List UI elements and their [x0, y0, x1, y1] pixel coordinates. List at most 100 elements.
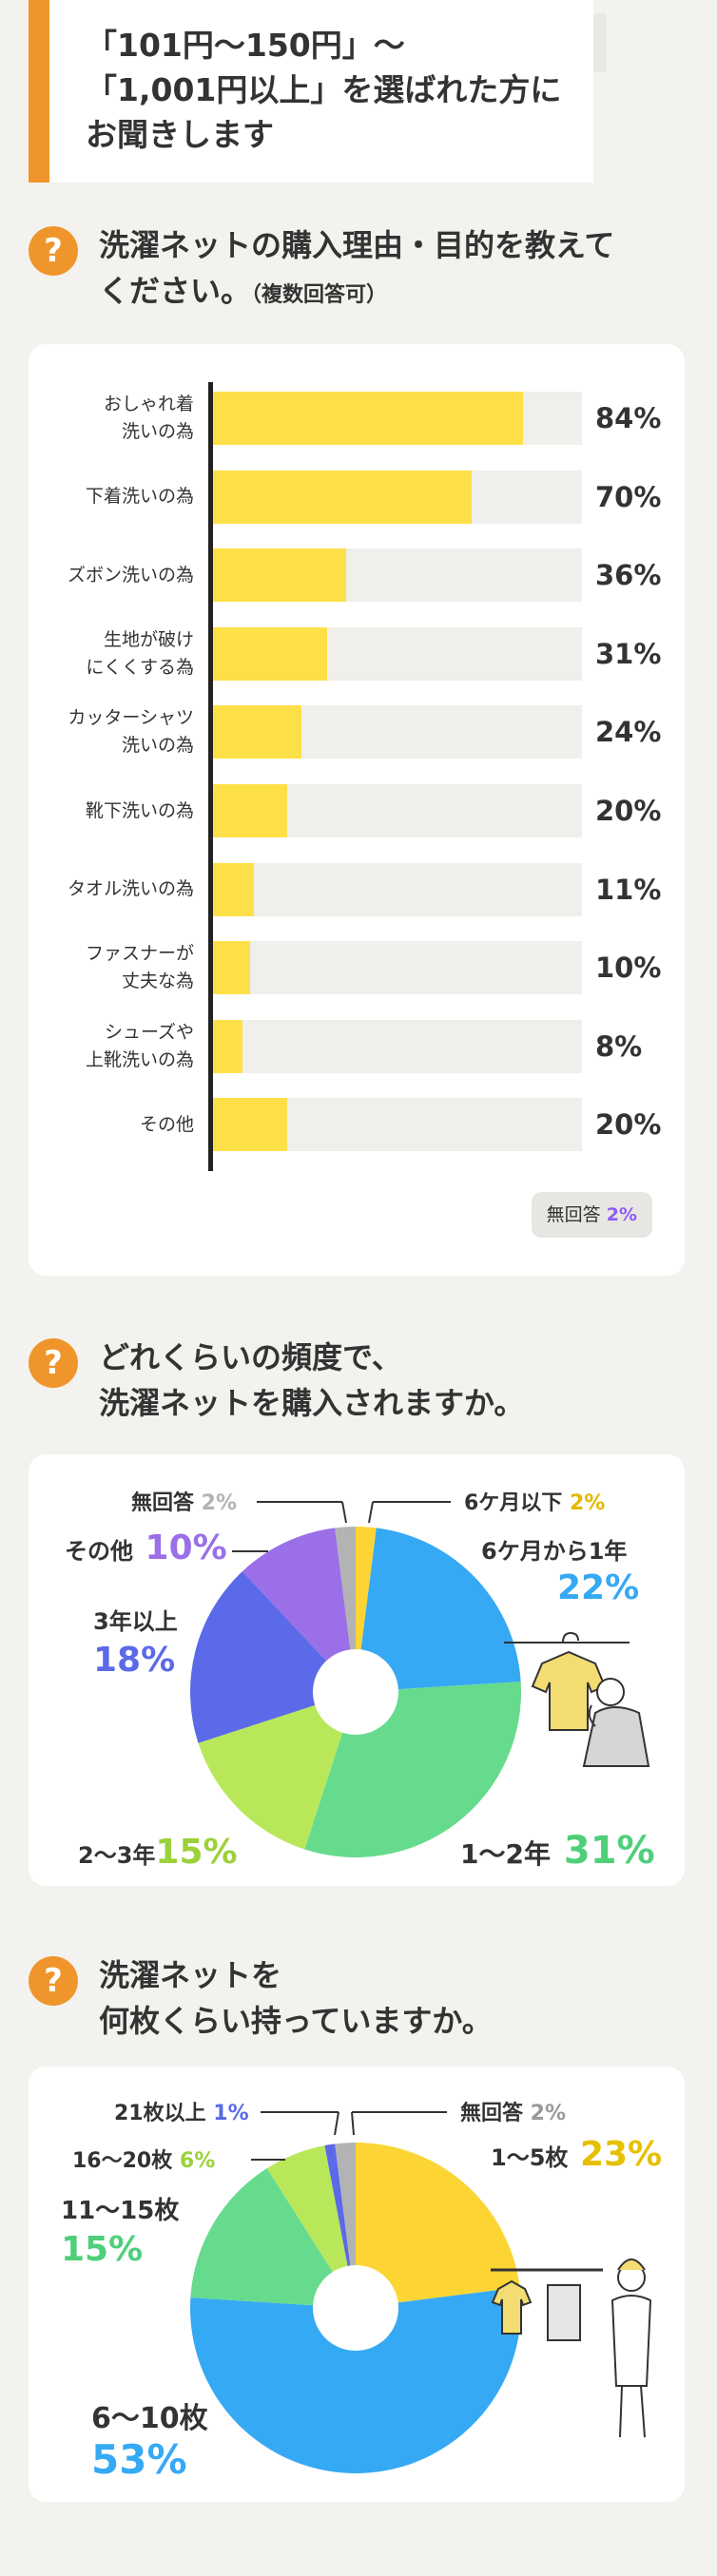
bar-row: シューズや 上靴洗いの為 8% — [29, 1019, 685, 1073]
pie-label: 1〜5枚 23% — [491, 2135, 662, 2174]
pie-label: その他 10% — [65, 1528, 227, 1567]
bar-category-label: 靴下洗いの為 — [85, 799, 194, 821]
bar-track — [213, 784, 582, 837]
donut-hole — [313, 1649, 398, 1735]
bar-row: その他 20% — [29, 1098, 685, 1152]
bar-category-label: 生地が破け にくくする為 — [86, 628, 194, 678]
intro-box: 「101円〜150円」〜 「1,001円以上」を選ばれた方に お聞きします — [29, 0, 593, 183]
pie-slice — [198, 1692, 356, 1850]
bar-row: ファスナーが 丈夫な為 10% — [29, 941, 685, 995]
count-donut-chart: 21枚以上 1% 無回答 2% 16〜20枚 6% 1〜5枚 23% 11〜15枚 15%… — [61, 2101, 662, 2483]
pie-slice — [190, 2168, 356, 2308]
pie-label: 無回答 2% — [460, 2101, 566, 2125]
bar-track — [213, 1019, 582, 1073]
q2-title-line-2: 洗濯ネットを購入されますか。 — [99, 1385, 525, 1421]
pie-label: 21枚以上 1% — [114, 2101, 249, 2125]
bar-track — [213, 548, 582, 603]
intro-line-3: お聞きします — [86, 116, 274, 153]
bar-row: 靴下洗いの為 20% — [29, 784, 685, 837]
pie-label: 15% — [61, 2230, 143, 2269]
bar-category-label: その他 — [139, 1113, 194, 1135]
bar-value-label: 70% — [595, 480, 662, 513]
pie-slice — [266, 2145, 356, 2308]
q1-title-line-1: 洗濯ネットの購入理由・目的を教えて — [99, 227, 615, 263]
bar-fill — [213, 941, 250, 995]
bar-fill — [213, 705, 302, 759]
pie-label: 11〜15枚 — [61, 2197, 179, 2225]
bar-value-label: 10% — [595, 952, 662, 985]
pie-slice — [356, 2143, 520, 2308]
bar-fill — [213, 862, 254, 916]
no-answer-label: 無回答 — [546, 1204, 601, 1225]
leader-line — [351, 2111, 355, 2136]
question-mark-icon: ? — [29, 1956, 78, 2006]
bar-category-label: おしゃれ着 洗いの為 — [103, 394, 194, 442]
bar-value-label: 20% — [595, 1108, 662, 1142]
bar-row: カッターシャツ 洗いの為 24% — [29, 705, 685, 759]
q1-note: （複数回答可） — [251, 283, 388, 307]
bar-track — [213, 862, 582, 916]
no-answer-badge: 無回答 2% — [531, 1192, 652, 1238]
bar-value-label: 11% — [595, 873, 662, 906]
bar-category-label: カッターシャツ 洗いの為 — [68, 707, 194, 757]
question-mark-icon: ? — [29, 226, 78, 276]
bar-track — [213, 1098, 582, 1152]
intro-line-2: 「1,001円以上」を選ばれた方に — [86, 71, 562, 108]
leader-line — [368, 1501, 374, 1524]
q2-title-line-1: どれくらいの頻度で、 — [99, 1339, 402, 1375]
pie-label: 3年以上 — [93, 1608, 178, 1635]
bar-row: 生地が破け にくくする為 31% — [29, 626, 685, 681]
bar-fill — [213, 1098, 287, 1152]
donut-hole — [313, 2265, 398, 2351]
leader-line — [341, 1501, 347, 1524]
shirt-person-illustration — [504, 1631, 650, 1767]
bar-category-label: タオル洗いの為 — [67, 878, 194, 900]
q3-title: ? 洗濯ネットを 何枚くらい持っていますか。 — [29, 1952, 493, 2044]
pie-slice — [242, 1528, 356, 1692]
bar-value-label: 20% — [595, 795, 662, 827]
pie-slice — [356, 1528, 521, 1692]
intro-box-shadow — [593, 13, 607, 72]
pie-label: 22% — [557, 1568, 639, 1607]
intro-line-1: 「101円〜150円」〜 — [86, 27, 405, 64]
leader-line — [334, 2111, 339, 2136]
bar-fill — [213, 392, 523, 445]
q1-title: ? 洗濯ネットの購入理由・目的を教えて ください。（複数回答可） — [29, 222, 614, 318]
pie-label: 16〜20枚 6% — [72, 2148, 215, 2173]
laundry-person-illustration — [491, 2259, 652, 2438]
bar-chart-card: おしゃれ着 洗いの為 84% 下着洗いの為 70% ズボン洗いの為 36% 生地が破け にくくす… — [29, 344, 685, 1276]
bar-row: タオル洗いの為 11% — [29, 862, 685, 916]
bar-track — [213, 392, 582, 445]
count-pie-card: 21枚以上 1% 無回答 2% 16〜20枚 6% 1〜5枚 23% 11〜15枚 15%… — [29, 2067, 685, 2502]
pie-label: 6〜10枚 — [91, 2402, 208, 2435]
bar-category-label: シューズや 上靴洗いの為 — [85, 1021, 194, 1070]
bar-track — [213, 470, 582, 524]
bar-track — [213, 626, 582, 681]
bar-axis-line — [208, 382, 213, 1171]
bar-category-label: ズボン洗いの為 — [67, 564, 194, 586]
bar-row: ズボン洗いの為 36% — [29, 548, 685, 603]
pie-label: 53% — [91, 2436, 187, 2483]
q2-title: ? どれくらいの頻度で、 洗濯ネットを購入されますか。 — [29, 1335, 524, 1426]
bar-row: 下着洗いの為 70% — [29, 470, 685, 524]
q3-title-line-1: 洗濯ネットを — [99, 1957, 282, 1993]
pie-slice — [190, 2287, 522, 2474]
bar-value-label: 36% — [595, 559, 662, 592]
bar-value-label: 84% — [595, 402, 662, 434]
frequency-pie-card: 無回答 2% 6ケ月以下 2% 6ケ月から1年 22% その他 10% 3年以上 18% 2〜… — [29, 1454, 685, 1886]
question-mark-icon: ? — [29, 1338, 78, 1388]
pie-label: 6ケ月以下 2% — [464, 1491, 605, 1515]
bar-category-label: ファスナーが 丈夫な為 — [85, 943, 194, 992]
pie-label: 無回答 2% — [131, 1490, 237, 1515]
bar-value-label: 8% — [595, 1029, 643, 1063]
pie-label: 2〜3年15% — [78, 1833, 238, 1872]
no-answer-value: 2% — [606, 1204, 637, 1225]
q1-title-line-2: ください。 — [99, 273, 252, 309]
bar-track — [213, 705, 582, 759]
bar-track — [213, 941, 582, 995]
bar-value-label: 24% — [595, 716, 662, 749]
bar-value-label: 31% — [595, 637, 662, 670]
bar-fill — [213, 470, 472, 524]
bar-row: おしゃれ着 洗いの為 84% — [29, 392, 685, 445]
bar-fill — [213, 784, 287, 837]
